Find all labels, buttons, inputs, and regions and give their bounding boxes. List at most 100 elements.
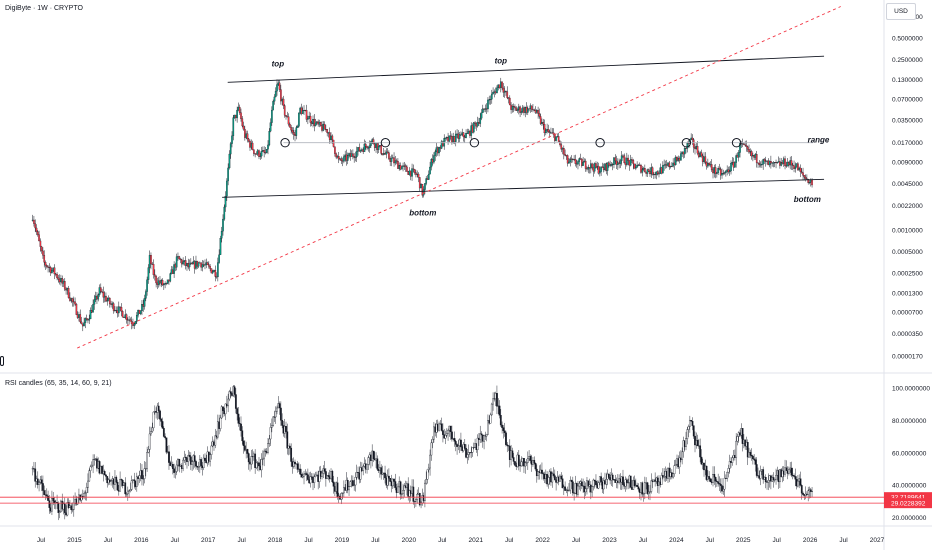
price-candle-body xyxy=(106,300,109,302)
price-candle-body xyxy=(289,124,291,128)
price-candle-body xyxy=(236,109,238,119)
rsi-candle-body xyxy=(38,482,40,485)
price-candle-body xyxy=(555,136,557,141)
price-candle-body xyxy=(490,93,493,100)
price-candle-body xyxy=(404,165,407,168)
rsi-candle-body xyxy=(321,472,323,477)
pivot-circle-marker[interactable] xyxy=(595,138,605,148)
rsi-candle-body xyxy=(182,459,184,469)
price-candle-body xyxy=(479,118,482,124)
price-candle-body xyxy=(413,169,416,173)
rsi-candle-body xyxy=(157,405,160,412)
price-candle-body xyxy=(538,113,541,117)
chart-title: DigiByte · 1W · CRYPTO xyxy=(5,5,83,12)
rsi-candle-body xyxy=(709,478,712,483)
price-candle-body xyxy=(390,158,393,162)
price-candle-body xyxy=(394,160,397,164)
rsi-candle-body xyxy=(250,456,253,465)
rsi-candle-body xyxy=(451,431,453,440)
rsi-candle-body xyxy=(453,438,456,442)
currency-button[interactable]: USD xyxy=(886,3,916,20)
price-candle-body xyxy=(794,166,797,169)
time-tick-label: 2015 xyxy=(67,537,82,544)
price-tick-label: 0.5000000 xyxy=(892,36,923,43)
price-candle-body xyxy=(84,318,87,323)
price-candle-body xyxy=(218,254,220,263)
rsi-candle-body xyxy=(547,477,550,485)
pivot-circle-marker[interactable] xyxy=(731,138,742,148)
rsi-candle-body xyxy=(463,444,466,449)
rsi-candle-body xyxy=(470,452,473,453)
rsi-candle-body xyxy=(533,460,536,464)
price-candle-body xyxy=(411,168,413,177)
rsi-candle-body xyxy=(534,462,537,470)
rsi-candle-body xyxy=(400,493,403,495)
price-candle-body xyxy=(668,162,671,168)
price-candle-body xyxy=(462,132,465,137)
rsi-candle-body xyxy=(809,489,812,492)
scroll-handle[interactable] xyxy=(0,356,4,366)
price-candle-body xyxy=(454,133,457,142)
pivot-circle-marker[interactable] xyxy=(380,138,391,148)
price-candle-body xyxy=(700,152,703,157)
rsi-candle-body xyxy=(47,495,49,501)
price-candle-body xyxy=(56,273,58,279)
time-tick-label: 2019 xyxy=(335,537,350,544)
price-candle-body xyxy=(460,134,462,136)
rsi-candle-body xyxy=(506,444,509,446)
rsi-candle-body xyxy=(731,457,734,463)
trend-line[interactable] xyxy=(222,178,825,198)
time-tick-label: Jul xyxy=(438,537,447,544)
pivot-circle-marker[interactable] xyxy=(681,138,692,148)
rsi-candle-body xyxy=(173,468,175,473)
price-candle-body xyxy=(385,151,388,155)
drawings[interactable] xyxy=(0,6,884,504)
trend-line[interactable] xyxy=(77,6,841,349)
rsi-candle-body xyxy=(119,479,121,492)
price-candle-body xyxy=(108,297,111,305)
rsi-candle-body xyxy=(750,454,753,457)
time-tick-label: 2022 xyxy=(535,537,550,544)
price-candle-body xyxy=(33,219,35,224)
rsi-candle-body xyxy=(125,493,128,495)
rsi-candle-body xyxy=(802,493,804,495)
price-candle-body xyxy=(472,122,475,133)
price-candle-body xyxy=(386,151,389,153)
rsi-candle-body xyxy=(466,454,469,458)
pivot-circle-marker[interactable] xyxy=(280,138,290,148)
rsi-candle-body xyxy=(165,437,168,453)
price-candle-body xyxy=(75,304,78,315)
price-candle-body xyxy=(692,139,695,148)
rsi-candle-body xyxy=(296,463,299,470)
price-candle-body xyxy=(728,170,731,173)
price-candle-body xyxy=(121,311,124,318)
rsi-candle-body xyxy=(270,425,273,428)
rsi-candle-body xyxy=(260,459,263,471)
rsi-candle-body xyxy=(314,474,317,477)
rsi-candle-body xyxy=(240,423,242,431)
rsi-candle-body xyxy=(300,473,303,478)
rsi-candle-body xyxy=(45,494,48,497)
price-candle-body xyxy=(772,162,775,164)
price-candle-body xyxy=(443,138,446,147)
rsi-candle-body xyxy=(430,442,433,456)
rsi-candle-body xyxy=(202,457,205,468)
trend-line[interactable] xyxy=(227,55,825,83)
rsi-candle-body xyxy=(326,475,329,479)
price-candle-body xyxy=(671,166,673,167)
rsi-candle-body xyxy=(193,455,196,462)
price-candle-body xyxy=(143,298,146,307)
rsi-candle-body xyxy=(501,424,503,428)
rsi-candle-body xyxy=(660,475,663,485)
rsi-candle-body xyxy=(403,485,406,491)
price-candle-body xyxy=(89,310,92,320)
rsi-candle-body xyxy=(191,461,193,465)
price-candle-body xyxy=(762,159,765,165)
price-candle-body xyxy=(115,309,118,311)
price-candle-body xyxy=(474,122,476,124)
price-candle-body xyxy=(761,164,763,166)
rsi-candle-body xyxy=(164,436,166,438)
pivot-circle-marker[interactable] xyxy=(469,138,480,148)
